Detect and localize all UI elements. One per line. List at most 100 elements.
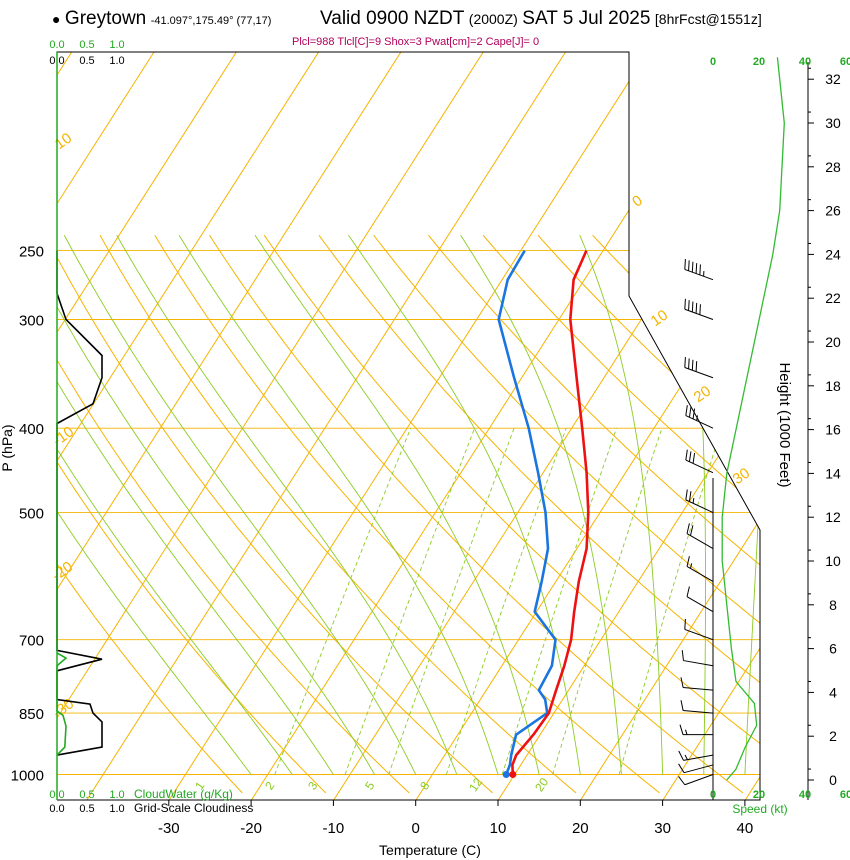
barb-flag (684, 618, 686, 630)
wind-speed-line (721, 57, 785, 781)
wind-barb (686, 556, 714, 582)
barb-staff (683, 660, 714, 667)
mixing-ratio-label: 5 (362, 779, 377, 793)
barb-flag (686, 586, 690, 597)
pressure-tick-label: 700 (19, 633, 44, 650)
height-tick-label: 26 (825, 203, 841, 219)
moist-adiabat (57, 234, 375, 775)
isotherm-line (57, 52, 240, 800)
barb-flag (688, 451, 692, 462)
title-line: ● Greytown -41.097°,175.49° (77,17) (52, 8, 271, 30)
isotherm-line (579, 52, 760, 800)
wind-barb (685, 489, 714, 513)
pressure-tick-label: 500 (19, 506, 44, 523)
dry-adiabat (57, 234, 493, 794)
height-tick-label: 22 (825, 290, 841, 306)
moist-adiabat (254, 234, 540, 775)
dry-adiabat (428, 234, 760, 794)
valid-date: SAT 5 Jul 2025 (522, 8, 651, 29)
station-dot-icon: ● (52, 11, 61, 27)
isotherm-line (332, 52, 760, 800)
barb-flag (685, 405, 688, 416)
temp-tick-label: -20 (240, 820, 262, 837)
moist-adiabat (63, 234, 417, 775)
speed-top-tick: 20 (753, 56, 765, 68)
height-tick-label: 10 (825, 553, 841, 569)
barb-flag (684, 298, 686, 310)
dewpoint-line (497, 249, 557, 775)
pressure-tick-label: 850 (19, 706, 44, 723)
barb-flag (685, 489, 688, 500)
barb-flag (689, 525, 694, 536)
wind-barb (685, 449, 714, 474)
barb-flag (684, 258, 686, 270)
barb-flag (678, 776, 686, 786)
temperature-line (511, 250, 590, 775)
barb-staff (686, 566, 714, 582)
wind-barb (684, 258, 714, 281)
height-tick-label: 6 (829, 641, 837, 657)
moist-adiabat (348, 234, 581, 775)
temp-tick-label: 10 (490, 820, 507, 837)
barb-flag (688, 260, 690, 271)
moist-adiabat (116, 234, 458, 775)
forecast-info: [8hrFcst@1551z] (654, 11, 762, 27)
barb-flag (695, 263, 698, 274)
speed-top-tick: 0 (710, 56, 716, 68)
height-tick-label: 12 (825, 509, 841, 525)
barb-flag (686, 556, 690, 567)
height-tick-label: 2 (829, 728, 837, 744)
barb-flag (680, 700, 684, 711)
mixing-ratio-line (445, 428, 567, 775)
barb-staff (683, 709, 714, 714)
barb-staff (685, 499, 714, 513)
barb-flag (691, 261, 694, 273)
barb-flag (688, 358, 690, 369)
isotherm-label: -10 (50, 423, 78, 449)
dry-adiabat (646, 234, 760, 794)
barb-half-flag (696, 415, 698, 421)
speed-bottom-tick: 60 (840, 789, 850, 801)
isotherm-label: 10 (52, 130, 75, 153)
cloudwater-top-tick: 0.0 (49, 39, 64, 51)
height-tick-label: 24 (825, 246, 841, 262)
isotherm-line (57, 52, 323, 800)
isotherm-label: -20 (49, 558, 77, 584)
valid-time: Valid 0900 NZDT (320, 8, 465, 29)
barb-flag (681, 650, 684, 661)
wind-barb (681, 650, 714, 667)
temp-tick-label: 40 (737, 820, 754, 837)
barb-flag (692, 453, 696, 464)
dry-adiabat (57, 234, 327, 794)
barb-staff (684, 268, 714, 281)
barb-staff (684, 628, 714, 641)
barb-flag (691, 359, 694, 371)
barb-half-flag (685, 729, 688, 735)
height-tick-label: 20 (825, 334, 841, 350)
temp-tick-label: 0 (412, 820, 420, 837)
barb-half-flag (692, 498, 695, 504)
speed-bottom-tick: 40 (799, 789, 811, 801)
moist-adiabat (57, 235, 293, 775)
mixing-ratio-line (274, 428, 412, 775)
sounding-parameters: Plcl=988 Tlcl[C]=9 Shox=3 Pwat[cm]=2 Cap… (292, 36, 540, 48)
mixing-ratio-line (344, 428, 476, 775)
barb-flag (695, 361, 698, 372)
pressure-tick-label: 1000 (11, 768, 44, 785)
barb-flag (686, 523, 690, 534)
surface-temperature-dot (509, 771, 517, 778)
temp-tick-label: 30 (654, 820, 671, 837)
height-tick-label: 0 (829, 772, 837, 788)
dry-adiabat (318, 234, 760, 794)
barb-flag (692, 408, 696, 419)
barb-flag (680, 677, 684, 688)
mixing-ratio-line (388, 428, 515, 775)
barb-flag (684, 357, 686, 368)
isotherm-line (168, 52, 652, 800)
isotherm-line (86, 52, 570, 800)
height-tick-label: 18 (825, 378, 841, 394)
temp-tick-label: -10 (323, 820, 345, 837)
dry-adiabat (482, 234, 760, 794)
wind-barb (686, 586, 714, 613)
isotherm-label: 30 (730, 465, 753, 488)
